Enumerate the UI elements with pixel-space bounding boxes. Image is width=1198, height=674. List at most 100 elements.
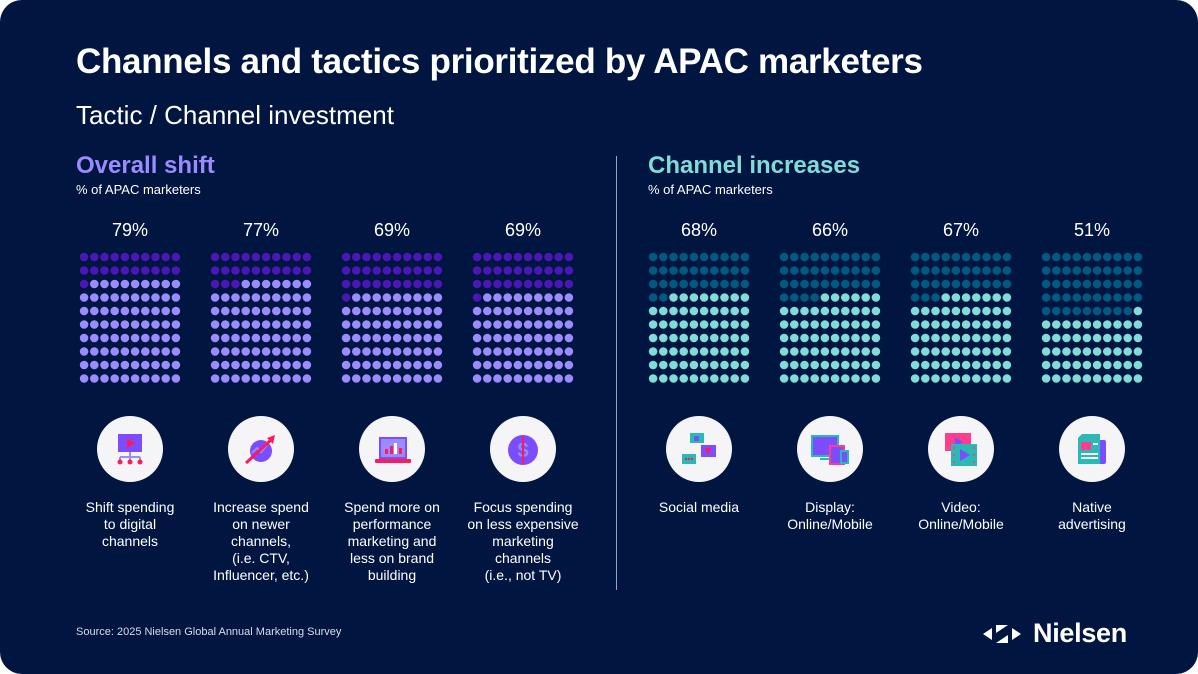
waffle-dot-filled <box>251 347 261 356</box>
waffle-dot-filled <box>503 333 512 343</box>
waffle-dot-empty <box>1082 266 1092 275</box>
waffle-dot-filled <box>972 333 981 343</box>
waffle-dot-empty <box>790 252 799 262</box>
waffle-dot-empty <box>871 279 881 289</box>
waffle-dot-filled <box>679 347 688 356</box>
waffle-dot-empty <box>740 266 750 275</box>
waffle-dot-filled <box>1002 306 1012 316</box>
waffle-dot-filled <box>423 320 432 329</box>
waffle-dot-empty <box>513 266 523 275</box>
waffle-dot-empty <box>669 266 678 275</box>
waffle-dot-filled <box>272 347 281 356</box>
waffle-dot-empty <box>720 252 729 262</box>
waffle-dot-filled <box>730 293 739 302</box>
waffle-dot-filled <box>910 360 920 370</box>
waffle-dot-filled <box>413 360 422 370</box>
waffle-dot-filled <box>820 347 830 356</box>
waffle-dot-filled <box>1103 333 1112 343</box>
waffle-dot-filled <box>161 320 170 329</box>
waffle-dot-filled <box>1113 347 1122 356</box>
waffle-dot-filled <box>810 347 819 356</box>
waffle-dot-empty <box>1062 266 1071 275</box>
waffle-dot-empty <box>730 252 739 262</box>
waffle-dot-filled <box>382 374 392 383</box>
waffle-dot-filled <box>231 374 240 383</box>
category-label: Social media <box>634 499 764 516</box>
waffle-dot-filled <box>472 333 482 343</box>
waffle-dot-filled <box>648 320 658 329</box>
waffle-dot-filled <box>972 293 981 302</box>
waffle-dot-filled <box>921 333 930 343</box>
waffle-dot-filled <box>231 360 240 370</box>
category-label-line: Increase spend <box>213 499 309 515</box>
waffle-dot-empty <box>699 279 709 289</box>
waffle-dot-filled <box>382 293 392 302</box>
waffle-dot-filled <box>730 347 739 356</box>
waffle-dot-filled <box>503 360 512 370</box>
waffle-dot-filled <box>1062 374 1071 383</box>
waffle-dot-filled <box>689 374 699 383</box>
waffle-dot-empty <box>1041 279 1051 289</box>
waffle-dot-empty <box>1092 306 1102 316</box>
waffle-dot-empty <box>931 293 940 302</box>
waffle-dot-filled <box>221 293 230 302</box>
waffle-dot-empty <box>221 266 230 275</box>
category-label-line: Spend more on <box>344 499 440 515</box>
waffle-dot-filled <box>941 347 950 356</box>
category-label-line: Online/Mobile <box>787 516 873 532</box>
waffle-dot-empty <box>210 252 220 262</box>
waffle-dot-filled <box>830 293 840 302</box>
waffle-dot-filled <box>241 347 250 356</box>
waffle-dot-filled <box>90 374 99 383</box>
waffle-dot-filled <box>341 347 351 356</box>
waffle-dot-filled <box>161 347 170 356</box>
waffle-column: 79% Shift spending to digital channels <box>65 218 195 550</box>
waffle-dot-empty <box>800 279 809 289</box>
category-label-line: channels <box>101 533 159 549</box>
waffle-dot-filled <box>910 320 920 329</box>
category-label-line: channels <box>494 550 552 566</box>
waffle-dot-filled <box>210 320 220 329</box>
waffle-dot-filled <box>433 333 443 343</box>
waffle-dot-filled <box>1113 374 1122 383</box>
waffle-dot-filled <box>871 333 881 343</box>
waffle-grid <box>1041 252 1143 383</box>
waffle-dot-filled <box>100 333 109 343</box>
waffle-dot-filled <box>992 347 1001 356</box>
waffle-dot-filled <box>151 293 160 302</box>
waffle-dot-filled <box>403 293 412 302</box>
waffle-dot-empty <box>659 293 668 302</box>
waffle-dot-empty <box>231 266 240 275</box>
waffle-dot-filled <box>941 306 950 316</box>
waffle-dot-filled <box>372 347 381 356</box>
waffle-dot-filled <box>992 320 1001 329</box>
waffle-dot-empty <box>544 266 553 275</box>
waffle-dot-empty <box>1082 252 1092 262</box>
waffle-dot-filled <box>699 293 709 302</box>
waffle-dot-filled <box>669 374 678 383</box>
waffle-dot-empty <box>790 266 799 275</box>
waffle-dot-filled <box>251 306 261 316</box>
waffle-dot-empty <box>830 279 840 289</box>
waffle-dot-filled <box>710 347 719 356</box>
waffle-dot-empty <box>1123 306 1132 316</box>
waffle-dot-empty <box>90 252 99 262</box>
waffle-dot-empty <box>699 266 709 275</box>
waffle-dot-empty <box>931 279 940 289</box>
waffle-dot-empty <box>841 279 850 289</box>
waffle-dot-filled <box>120 306 130 316</box>
waffle-dot-filled <box>403 374 412 383</box>
category-label: Focus spending on less expensive marketing… <box>458 499 588 584</box>
waffle-dot-filled <box>362 320 371 329</box>
waffle-dot-empty <box>1103 266 1112 275</box>
waffle-dot-filled <box>861 347 870 356</box>
waffle-dot-filled <box>554 360 563 370</box>
waffle-dot-empty <box>352 252 361 262</box>
waffle-dot-empty <box>372 266 381 275</box>
waffle-dot-filled <box>1123 333 1132 343</box>
waffle-dot-filled <box>1072 347 1081 356</box>
waffle-dot-filled <box>800 320 809 329</box>
waffle-dot-filled <box>810 320 819 329</box>
waffle-dot-filled <box>251 293 261 302</box>
waffle-dot-filled <box>302 306 312 316</box>
